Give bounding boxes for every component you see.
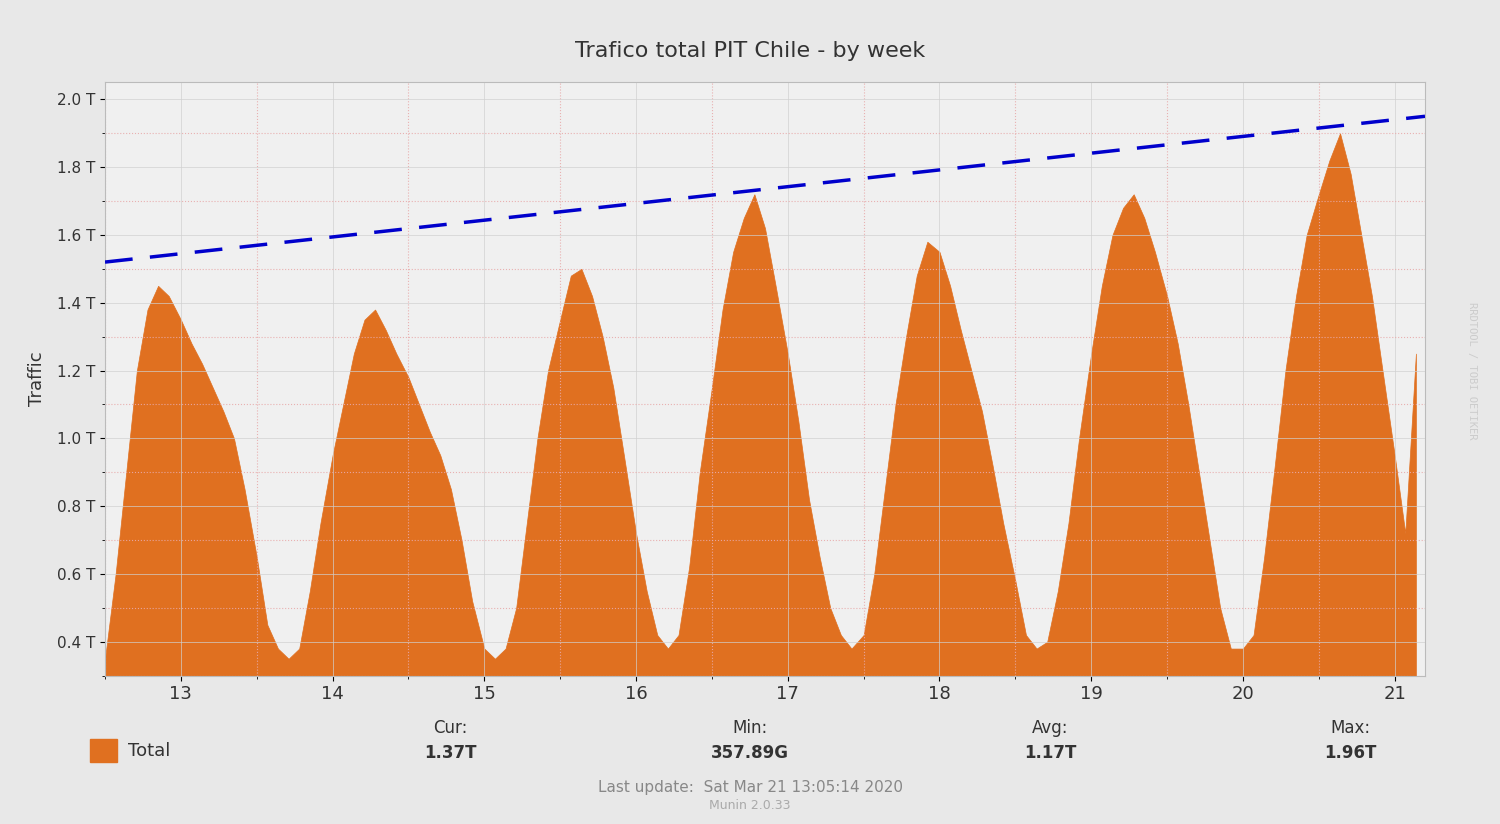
Text: RRDTOOL / TOBI OETIKER: RRDTOOL / TOBI OETIKER: [1467, 302, 1478, 439]
Text: 1.17T: 1.17T: [1024, 744, 1075, 762]
Text: Cur:: Cur:: [433, 719, 466, 737]
Text: Total: Total: [128, 742, 170, 761]
Text: Max:: Max:: [1330, 719, 1370, 737]
Text: 1.37T: 1.37T: [423, 744, 477, 762]
Text: 1.96T: 1.96T: [1324, 744, 1376, 762]
Text: Munin 2.0.33: Munin 2.0.33: [710, 798, 791, 812]
Y-axis label: Traffic: Traffic: [27, 352, 45, 406]
Text: Trafico total PIT Chile - by week: Trafico total PIT Chile - by week: [574, 41, 926, 61]
Text: 357.89G: 357.89G: [711, 744, 789, 762]
Text: Last update:  Sat Mar 21 13:05:14 2020: Last update: Sat Mar 21 13:05:14 2020: [597, 780, 903, 795]
Text: Avg:: Avg:: [1032, 719, 1068, 737]
Text: Min:: Min:: [732, 719, 768, 737]
